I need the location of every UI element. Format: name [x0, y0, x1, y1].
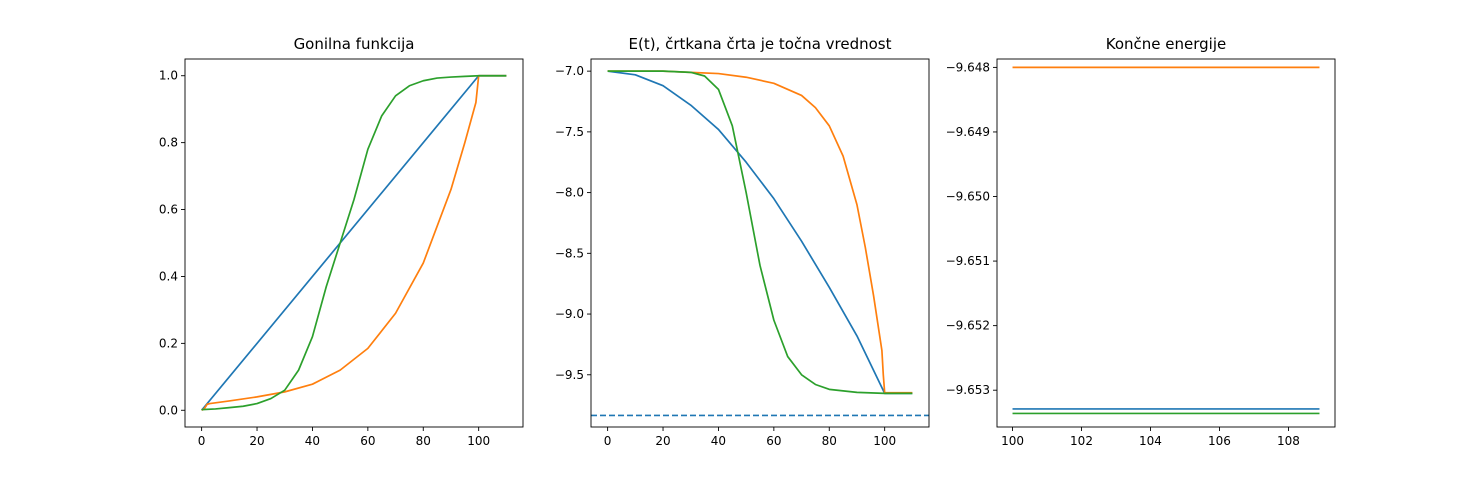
series-line-sigmoid [607, 70, 913, 395]
x-tick-label: 108 [1277, 434, 1300, 448]
x-tick-label: 40 [305, 434, 320, 448]
chart-title: Končne energije [1106, 35, 1226, 53]
x-tick-label: 100 [1001, 434, 1024, 448]
y-tick-label: −9.649 [946, 125, 990, 139]
y-tick-label: 0.6 [159, 203, 178, 217]
y-tick-label: 0.0 [159, 403, 178, 417]
series-line-linear [607, 70, 913, 395]
y-tick-label: −8.5 [555, 246, 584, 260]
x-tick-label: 20 [655, 434, 670, 448]
y-tick-label: −9.0 [555, 307, 584, 321]
x-tick-label: 104 [1139, 434, 1162, 448]
y-tick-label: −9.5 [555, 368, 584, 382]
y-tick-label: −9.652 [946, 319, 990, 333]
y-tick-label: −7.0 [555, 64, 584, 78]
chart-title: E(t), črtkana črta je točna vrednost [628, 35, 891, 53]
x-tick-label: 0 [604, 434, 612, 448]
x-tick-label: 0 [198, 434, 206, 448]
series-line-exponential [201, 74, 507, 411]
x-tick-label: 100 [467, 434, 490, 448]
y-tick-label: 0.2 [159, 336, 178, 350]
chart-panel-2: 0 20 40 60 80 100 −9.5 −9.0 −8.5 −8.0 −7.5 −7.0 E(t)… [555, 35, 930, 448]
y-tick-label: −8.0 [555, 186, 584, 200]
y-tick-label: 0.4 [159, 269, 178, 283]
x-tick-label: 60 [360, 434, 375, 448]
y-tick-label: 1.0 [159, 69, 178, 83]
series-line-exponential [607, 70, 913, 394]
plot-area [591, 70, 929, 417]
x-tick-label: 106 [1208, 434, 1231, 448]
chart-title: Gonilna funkcija [294, 35, 415, 53]
axes-frame [590, 58, 930, 428]
x-tick-label: 80 [822, 434, 837, 448]
series-line-sigmoid [201, 74, 507, 411]
x-tick-label: 102 [1070, 434, 1093, 448]
axes-frame [184, 58, 524, 428]
plot-area [200, 74, 507, 411]
x-tick-label: 60 [766, 434, 781, 448]
axes-frame [996, 58, 1336, 428]
x-tick-label: 80 [416, 434, 431, 448]
y-tick-label: 0.8 [159, 136, 178, 150]
y-tick-label: −9.650 [946, 190, 990, 204]
y-tick-label: −7.5 [555, 125, 584, 139]
x-tick-label: 100 [873, 434, 896, 448]
x-tick-label: 20 [249, 434, 264, 448]
chart-panel-1: 0 20 40 60 80 100 0.0 0.2 0.4 0.6 0.8 1.0 Gonilna fu… [159, 35, 524, 448]
plot-area [1012, 66, 1320, 415]
y-tick-label: −9.653 [946, 383, 990, 397]
chart-panel-3: 100 102 104 106 108 −9.653 −9.652 −9.651 −9.650 −… [946, 35, 1336, 448]
y-tick-label: −9.648 [946, 60, 990, 74]
y-tick-label: −9.651 [946, 254, 990, 268]
x-tick-label: 40 [711, 434, 726, 448]
